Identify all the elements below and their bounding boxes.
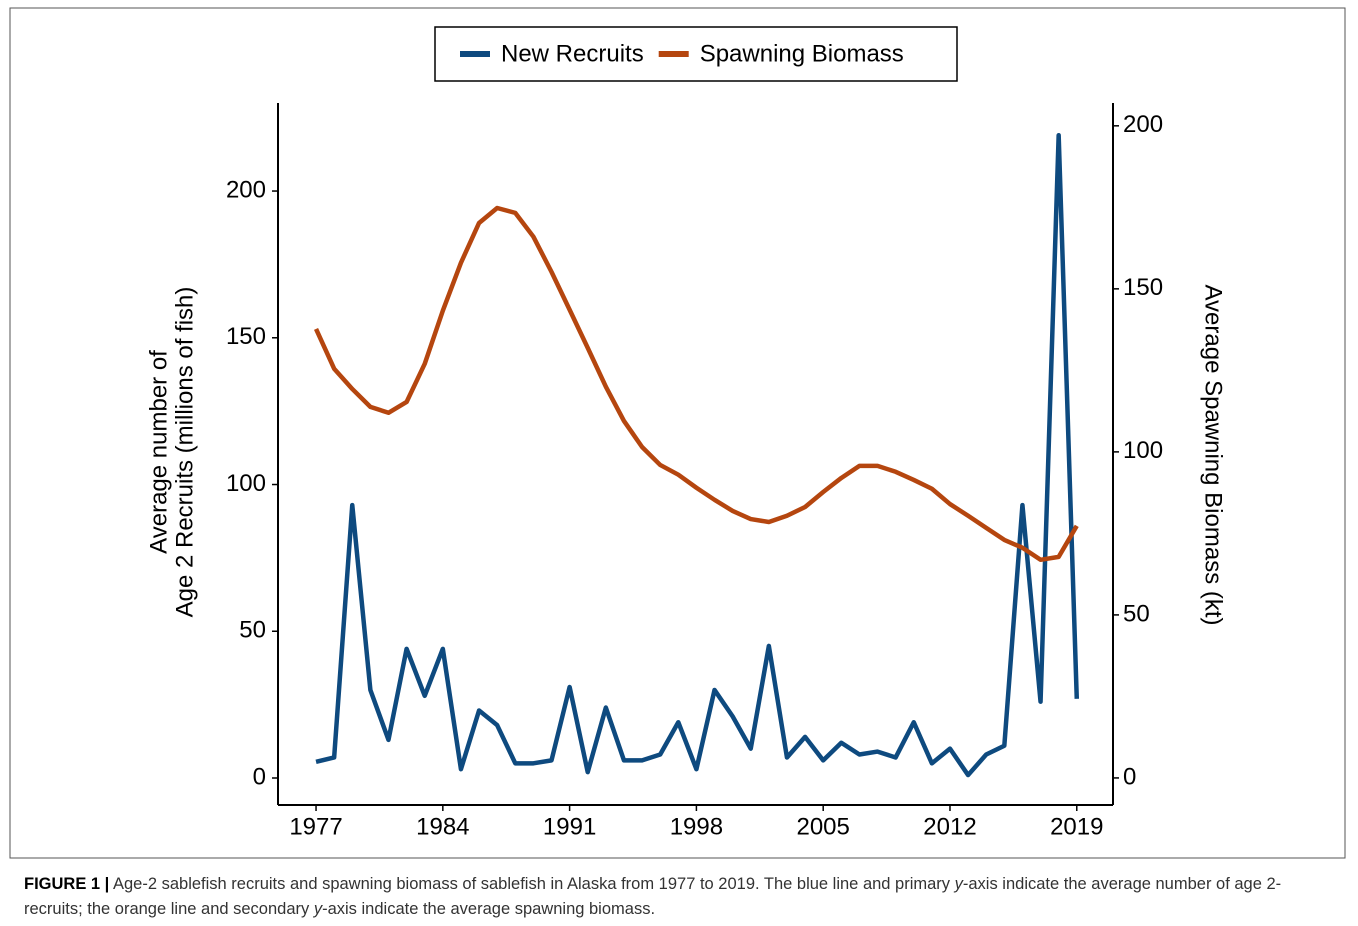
caption-text: Age-2 sablefish recruits and spawning bi… [109,875,955,893]
y-tick-label: 50 [239,617,266,644]
y2-tick-label: 200 [1123,111,1163,138]
caption: FIGURE 1 | Age-2 sablefish recruits and … [24,872,1339,922]
caption-text: y [954,875,963,893]
x-tick-label: 1977 [289,813,342,840]
y-tick-label: 0 [253,763,266,790]
y-axis-title: Age 2 Recruits (millions of fish) [171,287,198,618]
frame [9,7,1346,859]
legend-label: Spawning Biomass [700,40,904,67]
y2-tick-label: 150 [1123,274,1163,301]
y2-tick-label: 0 [1123,763,1136,790]
caption-text: -axis indicate the average number of age… [24,875,1282,918]
y-tick-label: 200 [226,176,266,203]
line-series [313,205,1079,563]
x-tick-label: 1991 [543,813,596,840]
y2-tick-label: 50 [1123,600,1150,627]
legend-label: New Recruits [501,40,644,67]
y-axis-title: Average number of [145,350,172,554]
caption-text: y [313,900,323,918]
caption-text: -axis indicate the average spawning biom… [322,900,656,918]
y2-tick-label: 100 [1123,437,1163,464]
x-tick-label: 2012 [923,813,976,840]
y2-axis-title: Average Spawning Biomass (kt) [1200,284,1227,625]
x-tick-label: 1998 [670,813,723,840]
legend-box [434,26,958,82]
x-tick-label: 1984 [416,813,469,840]
y-tick-label: 150 [226,323,266,350]
line-series [315,133,1080,778]
x-tick-label: 2005 [796,813,849,840]
caption-label: FIGURE 1 | [24,875,110,893]
x-tick-label: 2019 [1050,813,1103,840]
legend: New Recruits Spawning Biomass [434,26,958,82]
y-tick-label: 100 [226,470,266,497]
chart: 0 50 100 150 200 0 50 100 150 200 1977 1984 1991 1998… [9,7,1346,859]
